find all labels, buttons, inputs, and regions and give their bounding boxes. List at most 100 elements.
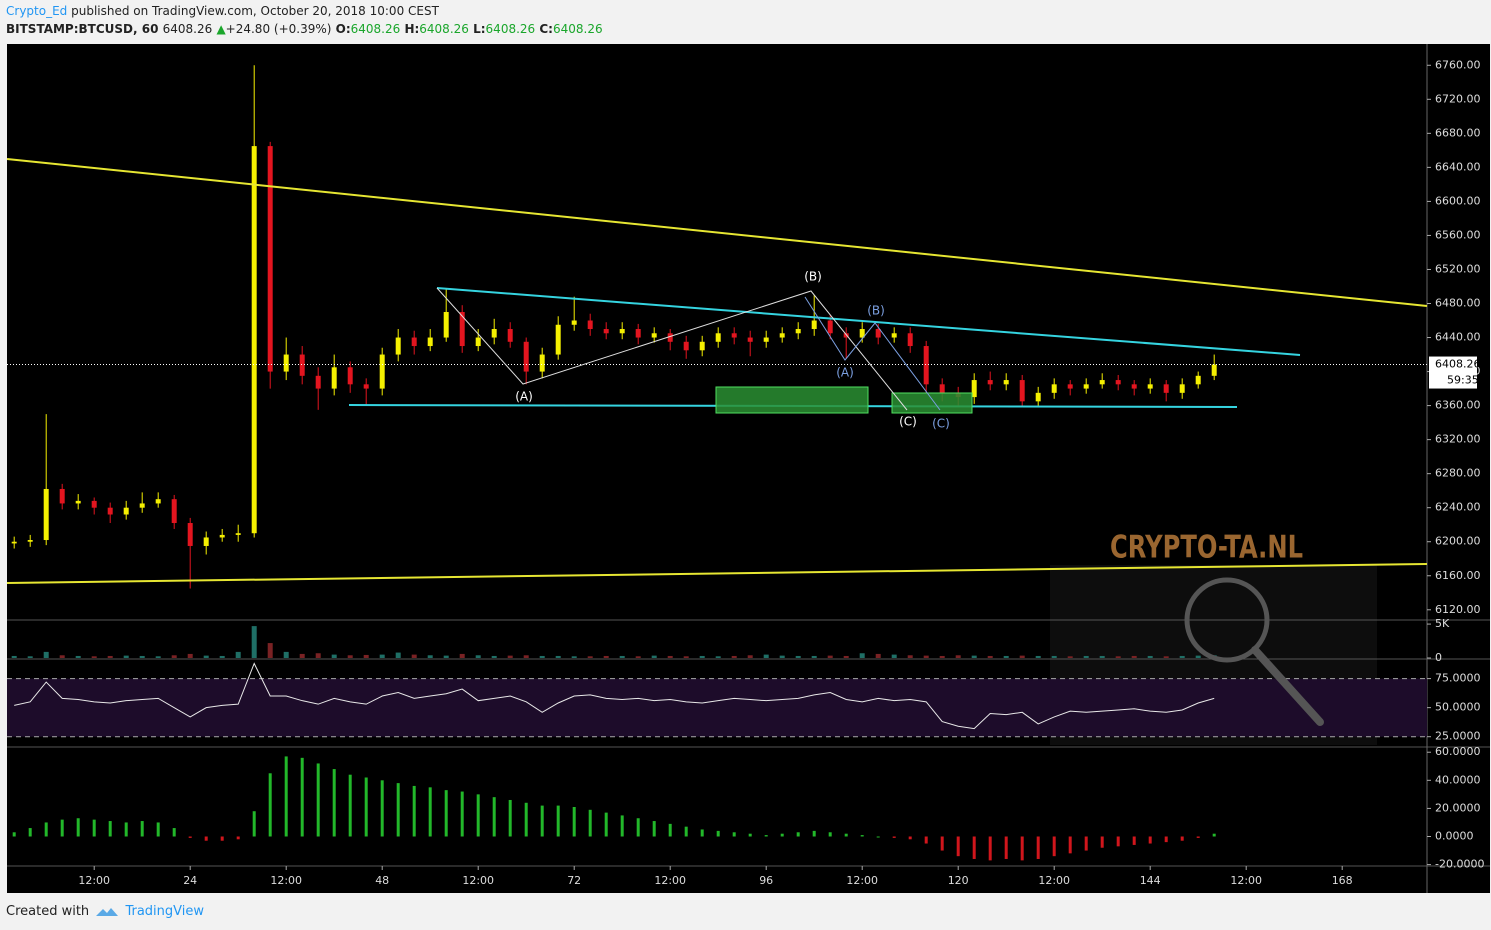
volume-bar	[715, 656, 721, 658]
y-tick-label: -20.0000	[1435, 858, 1484, 871]
candle-body	[1195, 375, 1201, 385]
volume-bar	[507, 655, 513, 658]
volume-bar	[267, 643, 273, 658]
candle-body	[699, 341, 705, 351]
candle-body	[539, 354, 545, 372]
wave	[436, 287, 908, 411]
candle-body	[747, 337, 753, 342]
arrow: ▲	[216, 22, 226, 36]
y-tick-label: 6160.00	[1435, 569, 1481, 582]
candle-body	[1099, 380, 1105, 385]
volume-bar	[443, 655, 449, 658]
candle-body	[1083, 384, 1089, 389]
macd-bar	[60, 819, 64, 837]
candle-body	[187, 523, 193, 546]
price: 6408.26	[162, 22, 213, 36]
macd-bar	[1036, 836, 1040, 859]
author[interactable]: Crypto_Ed	[6, 4, 68, 18]
candle-body	[1163, 384, 1169, 393]
volume-bar	[299, 653, 305, 658]
x-tick-label: 12:00	[846, 874, 878, 887]
candle-body	[859, 329, 865, 338]
macd-bar	[1020, 836, 1024, 861]
candle-body	[923, 346, 929, 385]
volume-bar	[859, 653, 865, 658]
volume-bar	[331, 654, 337, 658]
volume-bar	[811, 655, 817, 658]
volume-bar	[987, 655, 993, 658]
y-tick-label: 6520.00	[1435, 262, 1481, 275]
candle-body	[1067, 384, 1073, 389]
macd-bar	[924, 836, 928, 844]
candle-body	[331, 367, 337, 389]
volume-bar	[59, 655, 65, 658]
candle-body	[907, 333, 913, 347]
macd-bar	[668, 823, 672, 837]
volume-bar	[203, 655, 209, 658]
y-tick-label: 6440.00	[1435, 331, 1481, 344]
x-tick-label: 96	[759, 874, 773, 887]
volume-bar	[555, 655, 561, 658]
watermark: CRYPTO-TA.NL	[1110, 530, 1303, 566]
y-tick-label: 6320.00	[1435, 433, 1481, 446]
macd-bar	[364, 777, 368, 837]
macd-bar	[1132, 836, 1136, 845]
x-tick-label: 72	[567, 874, 581, 887]
y-tick-label: 6240.00	[1435, 501, 1481, 514]
y-tick-label: 0	[1435, 651, 1442, 664]
volume-bar	[155, 656, 161, 658]
magnifier-handle	[1251, 646, 1324, 726]
macd-bar	[796, 832, 800, 837]
wave-label: (A)	[515, 390, 533, 404]
candle-body	[731, 333, 737, 338]
volume-bar	[187, 653, 193, 658]
volume-bar	[955, 655, 961, 658]
volume-bar	[395, 652, 401, 658]
macd-bar	[140, 821, 144, 837]
macd-bar	[1212, 833, 1216, 837]
macd-bar	[204, 836, 208, 841]
x-tick-label: 12:00	[462, 874, 494, 887]
y-tick-label: 75.0000	[1435, 672, 1481, 685]
volume-bar	[763, 654, 769, 658]
candle-body	[11, 541, 17, 544]
candle-body	[571, 320, 577, 325]
volume-bar	[603, 655, 609, 658]
volume-bar	[347, 655, 353, 658]
x-tick-label: 24	[183, 874, 197, 887]
macd-bar	[1004, 836, 1008, 859]
y-tick-label: 5K	[1435, 617, 1450, 630]
y-tick-label: 6640.00	[1435, 160, 1481, 173]
trendline	[436, 287, 1301, 356]
rsi-band	[7, 678, 1427, 737]
y-tick-label: 6760.00	[1435, 58, 1481, 71]
volume-bar	[1179, 655, 1185, 658]
candle-body	[1019, 380, 1025, 402]
volume-bar	[171, 655, 177, 658]
candle-body	[683, 341, 689, 351]
countdown: 59:35	[1447, 374, 1479, 387]
brand[interactable]: TradingView	[125, 904, 204, 919]
macd-bar	[892, 836, 896, 838]
h: 6408.26	[419, 22, 469, 36]
volume-bar	[1003, 655, 1009, 658]
y-tick-label: 20.0000	[1435, 801, 1481, 814]
macd-bar	[1116, 836, 1120, 847]
y-tick-label: 6720.00	[1435, 92, 1481, 105]
candle-body	[475, 337, 481, 347]
volume-bar	[1035, 655, 1041, 658]
volume-bar	[1099, 655, 1105, 658]
macd-bar	[444, 790, 448, 837]
chart-bg	[7, 44, 1490, 893]
candle-body	[603, 329, 609, 334]
candle-body	[555, 324, 561, 355]
volume-bar	[251, 626, 257, 658]
volume-bar	[1019, 655, 1025, 658]
y-tick-label: 6360.00	[1435, 399, 1481, 412]
candle-body	[939, 384, 945, 393]
symbol-line: BITSTAMP:BTCUSD, 60 6408.26 ▲+24.80 (+0.…	[6, 22, 603, 36]
candle-body	[395, 337, 401, 355]
created: Created with	[6, 904, 90, 919]
macd-bar	[940, 836, 944, 851]
